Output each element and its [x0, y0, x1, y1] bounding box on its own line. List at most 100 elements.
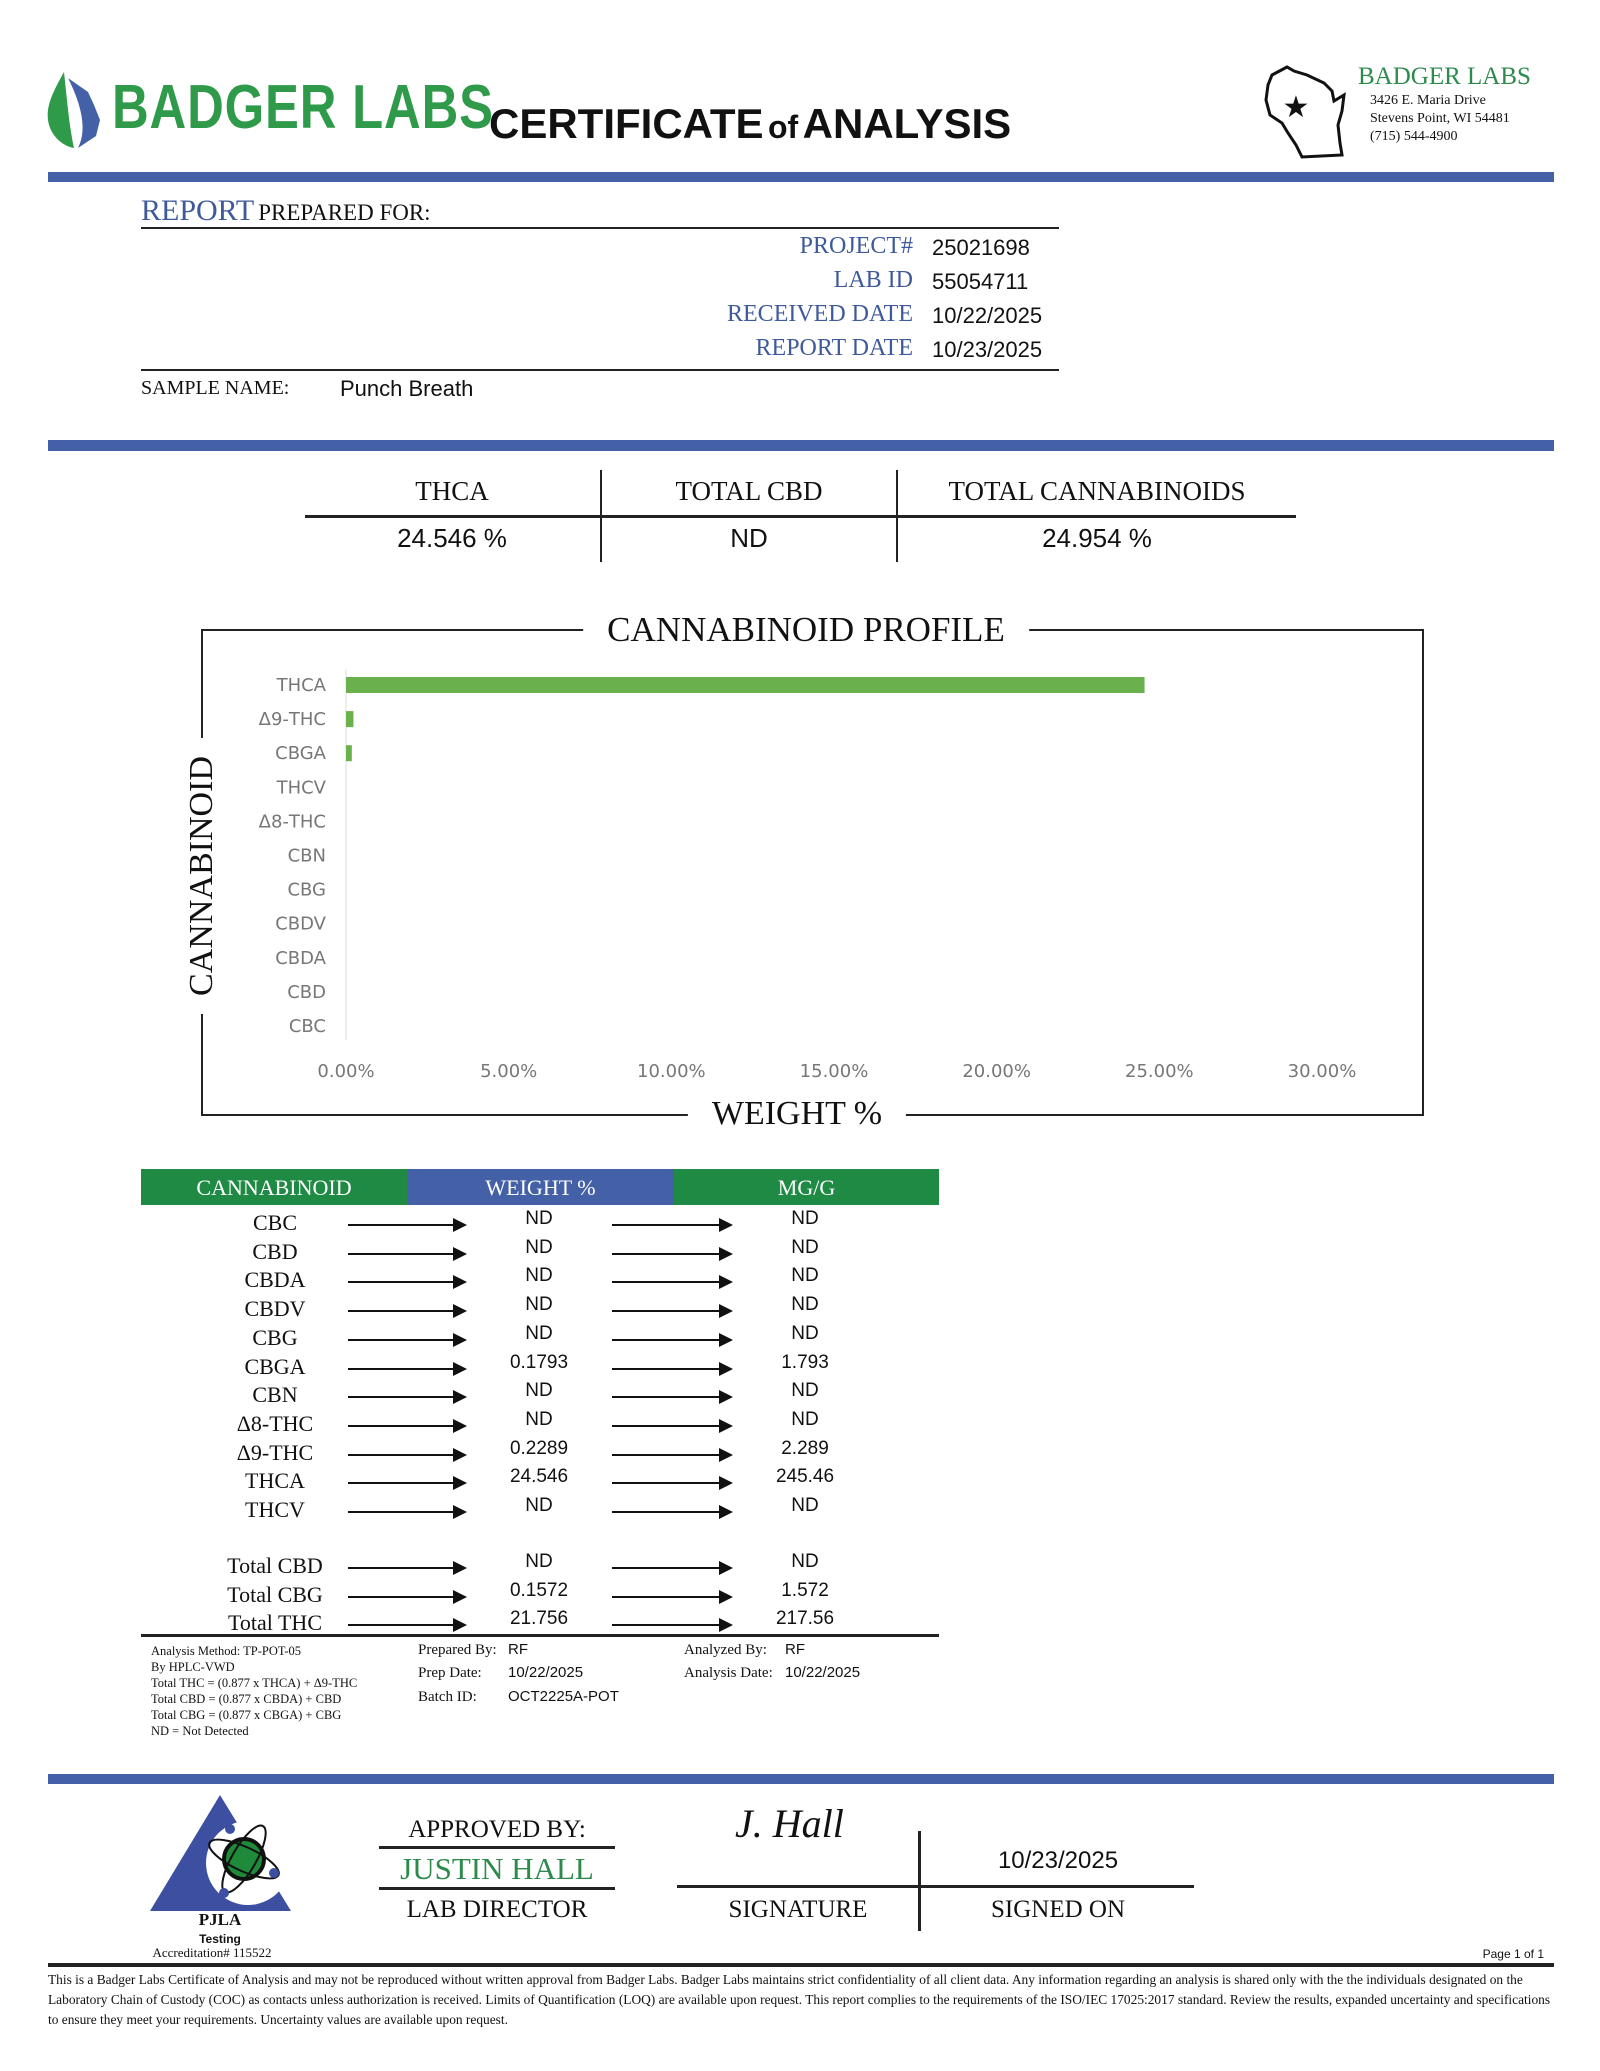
sample-name-value: Punch Breath — [340, 376, 474, 401]
chart-category-label: CBC — [289, 1016, 326, 1037]
approver-title: LAB DIRECTOR — [406, 1896, 588, 1923]
row-cannabinoid-name: Total THC — [228, 1610, 322, 1635]
report-prepared-for: REPORT PREPARED FOR: — [141, 194, 431, 228]
summary-total-cannabinoids-value: 24.954 % — [1042, 523, 1152, 553]
row-cannabinoid-name: CBG — [252, 1324, 298, 1350]
address-lab-name: BADGER LABS — [1358, 63, 1531, 90]
row-weight-value: ND — [525, 1408, 553, 1430]
arrow-icon — [612, 1304, 733, 1319]
lab-id-label: LAB ID — [833, 267, 913, 293]
row-weight-value: ND — [525, 1294, 553, 1316]
row-mg-value: ND — [791, 1208, 819, 1229]
row-mg-value: ND — [791, 1551, 819, 1572]
chart-xlabel: WEIGHT % — [687, 1095, 907, 1133]
analysis-date-value: 10/22/2025 — [785, 1664, 861, 1681]
wisconsin-map-icon: ★ — [1264, 65, 1346, 159]
chart-category-label: Δ8-THC — [259, 811, 326, 832]
prep-date-value: 10/22/2025 — [508, 1664, 584, 1681]
row-weight-value: 0.1572 — [509, 1579, 569, 1601]
row-weight-value: ND — [525, 1208, 553, 1229]
arrow-icon — [348, 1418, 467, 1433]
chart-bar — [346, 711, 354, 728]
row-weight-value: ND — [525, 1322, 553, 1344]
chart-bar — [346, 677, 1145, 693]
row-mg-value: 1.572 — [781, 1579, 829, 1601]
arrow-icon — [612, 1476, 733, 1491]
divider — [379, 1887, 615, 1890]
arrow-icon — [612, 1361, 733, 1376]
chart-bar — [346, 745, 352, 762]
arrow-icon — [612, 1275, 733, 1290]
report-word: REPORT — [141, 194, 255, 227]
pjla-logo-icon — [150, 1795, 291, 1911]
summary-total-cbd-value: ND — [730, 523, 768, 553]
method-note-line: By HPLC-VWD — [151, 1660, 235, 1674]
method-note-line: Analysis Method: TP-POT-05 — [151, 1644, 302, 1658]
row-cannabinoid-name: Δ9-THC — [236, 1439, 314, 1465]
arrow-icon — [348, 1332, 467, 1347]
arrow-icon — [612, 1332, 733, 1347]
prepared-for-label: PREPARED FOR: — [258, 200, 431, 225]
chart-category-label: CBDV — [275, 914, 326, 935]
section-rule — [48, 440, 1554, 451]
chart-category-label: CBD — [287, 982, 326, 1003]
arrow-icon — [348, 1618, 467, 1632]
arrow-icon — [612, 1618, 733, 1632]
chart-x-tick-label: 30.00% — [1288, 1061, 1357, 1082]
row-weight-value: 24.546 — [509, 1466, 569, 1488]
signature-divider — [918, 1831, 921, 1931]
row-weight-value: 0.2289 — [509, 1437, 569, 1459]
title-certificate: CERTIFICATE — [489, 100, 764, 147]
approver-name: JUSTIN HALL — [400, 1851, 594, 1886]
lab-id-value: 55054711 — [932, 269, 1029, 294]
divider — [141, 227, 1059, 229]
table-bottom-rule — [141, 1634, 939, 1637]
signature-line — [677, 1885, 1194, 1888]
divider — [141, 369, 1059, 371]
document-title: CERTIFICATE of ANALYSIS — [489, 100, 1011, 148]
arrow-icon — [348, 1275, 467, 1290]
table-header-cannabinoid: CANNABINOID — [141, 1169, 407, 1205]
badger-labs-logo-icon — [47, 72, 100, 149]
summary-thca-label: THCA — [415, 476, 489, 506]
header-rule — [48, 172, 1554, 182]
chart-x-tick-label: 5.00% — [480, 1061, 537, 1082]
signature-label: SIGNATURE — [728, 1896, 868, 1923]
arrow-icon — [612, 1589, 733, 1604]
title-analysis: ANALYSIS — [802, 100, 1012, 147]
address-street: 3426 E. Maria Drive — [1370, 93, 1486, 108]
row-mg-value: ND — [791, 1294, 819, 1316]
row-cannabinoid-name: Total CBD — [227, 1553, 323, 1578]
address-phone: (715) 544-4900 — [1370, 129, 1458, 144]
row-cannabinoid-name: THCV — [245, 1497, 305, 1522]
analyzed-by-value: RF — [785, 1641, 805, 1658]
chart-category-label: Δ9-THC — [259, 709, 326, 730]
row-mg-value: ND — [791, 1495, 819, 1516]
row-cannabinoid-name: CBD — [252, 1238, 298, 1264]
footer-rule — [48, 1774, 1554, 1784]
signed-on-label: SIGNED ON — [990, 1896, 1126, 1923]
signed-on-date: 10/23/2025 — [997, 1847, 1119, 1874]
method-note-line: Total CBD = (0.877 x CBDA) + CBD — [151, 1692, 342, 1706]
arrow-icon — [348, 1390, 467, 1405]
method-notes: Analysis Method: TP-POT-05 By HPLC-VWD Tot… — [151, 1643, 357, 1739]
arrow-icon — [612, 1390, 733, 1405]
batch-id-value: OCT2225A-POT — [508, 1688, 619, 1705]
row-weight-value: ND — [525, 1265, 553, 1287]
report-date-label: REPORT DATE — [755, 335, 913, 361]
row-mg-value: ND — [791, 1380, 819, 1402]
chart-category-label: CBGA — [275, 743, 327, 764]
arrow-icon — [348, 1589, 467, 1604]
pjla-label: PJLA — [198, 1910, 242, 1929]
prepared-by-label: Prepared By: — [418, 1642, 497, 1658]
arrow-icon — [348, 1361, 467, 1376]
summary-col-divider — [896, 470, 898, 562]
chart-x-tick-label: 25.00% — [1125, 1061, 1194, 1082]
row-weight-value: ND — [525, 1551, 553, 1572]
chart-title: CANNABINOID PROFILE — [583, 610, 1029, 650]
row-weight-value: 0.1793 — [509, 1351, 569, 1373]
arrow-icon — [612, 1447, 733, 1462]
batch-id-label: Batch ID: — [418, 1689, 477, 1705]
method-note-line: ND = Not Detected — [151, 1724, 249, 1738]
